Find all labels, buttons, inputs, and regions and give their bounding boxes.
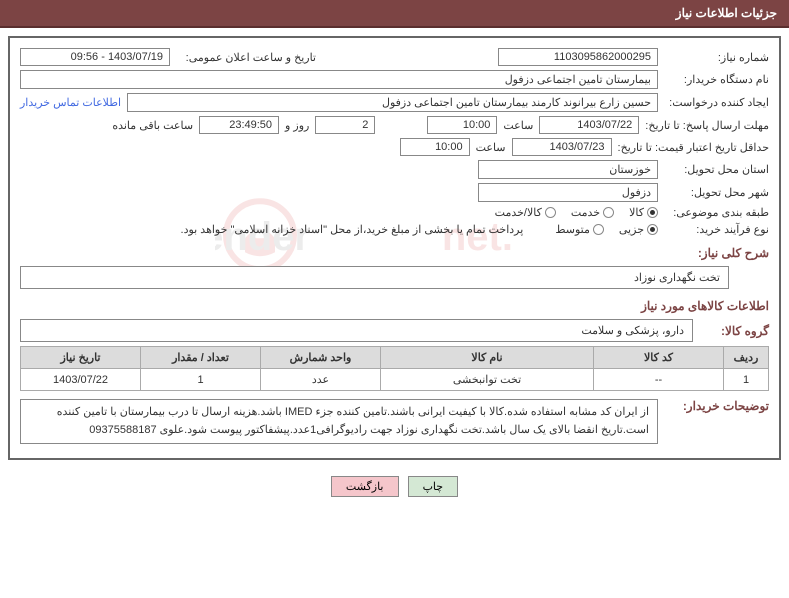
- radio-icon: [647, 224, 658, 235]
- cell-item-name: تخت توانبخشی: [381, 369, 594, 391]
- deadline-time: 10:00: [427, 116, 497, 134]
- requester-label: ایجاد کننده درخواست:: [664, 96, 769, 109]
- need-title-value: تخت نگهداری نوزاد: [20, 266, 729, 289]
- category-radio-group: کالا خدمت کالا/خدمت: [495, 206, 658, 219]
- back-button[interactable]: بازگشت: [331, 476, 399, 497]
- need-title-label: شرح کلی نیاز:: [20, 246, 769, 260]
- th-need-date: تاریخ نیاز: [21, 347, 141, 369]
- row-category: طبقه بندی موضوعی: کالا خدمت کالا/خدمت: [20, 206, 769, 219]
- buyer-org-label: نام دستگاه خریدار:: [664, 73, 769, 86]
- process-option-label: متوسط: [555, 223, 590, 236]
- cell-qty: 1: [141, 369, 261, 391]
- process-option-label: جزیی: [619, 223, 644, 236]
- buyer-org-value: بیمارستان تامین اجتماعی دزفول: [20, 70, 658, 89]
- radio-icon: [545, 207, 556, 218]
- row-goods-group: گروه کالا: دارو، پزشکی و سلامت: [20, 319, 769, 342]
- goods-info-title: اطلاعات کالاهای مورد نیاز: [20, 299, 769, 313]
- cell-item-code: --: [594, 369, 724, 391]
- deadline-label: مهلت ارسال پاسخ: تا تاریخ:: [645, 119, 769, 132]
- requester-value: حسین زارع بیرانوند کارمند بیمارستان تامی…: [127, 93, 658, 112]
- city-label: شهر محل تحویل:: [664, 186, 769, 199]
- deadline-days-label: روز و: [285, 119, 309, 132]
- radio-icon: [603, 207, 614, 218]
- th-item-code: کد کالا: [594, 347, 724, 369]
- need-number-value: 1103095862000295: [498, 48, 658, 66]
- cell-need-date: 1403/07/22: [21, 369, 141, 391]
- deadline-remaining-label: ساعت باقی مانده: [112, 119, 193, 132]
- th-item-name: نام کالا: [381, 347, 594, 369]
- goods-group-value: دارو، پزشکی و سلامت: [20, 319, 693, 342]
- th-qty: تعداد / مقدار: [141, 347, 261, 369]
- process-type-radio-group: جزیی متوسط: [555, 223, 658, 236]
- cell-row-num: 1: [724, 369, 769, 391]
- row-need-title: تخت نگهداری نوزاد: [20, 266, 769, 289]
- buyer-notes-label: توضیحات خریدار:: [664, 399, 769, 413]
- row-process-type: نوع فرآیند خرید: جزیی متوسط پرداخت تمام …: [20, 223, 769, 236]
- deadline-time-label: ساعت: [503, 119, 533, 132]
- action-bar: چاپ بازگشت: [0, 468, 789, 505]
- th-unit: واحد شمارش: [261, 347, 381, 369]
- province-label: استان محل تحویل:: [664, 163, 769, 176]
- deadline-date: 1403/07/22: [539, 116, 639, 134]
- details-frame: AriaTender .net شماره نیاز: 110309586200…: [8, 36, 781, 460]
- process-note: پرداخت تمام یا بخشی از مبلغ خرید،از محل …: [181, 223, 524, 236]
- process-option-medium[interactable]: متوسط: [555, 223, 604, 236]
- row-buyer-notes: توضیحات خریدار: از ایران کد مشابه استفاد…: [20, 399, 769, 444]
- category-option-label: خدمت: [571, 206, 600, 219]
- row-requester: ایجاد کننده درخواست: حسین زارع بیرانوند …: [20, 93, 769, 112]
- row-validity: حداقل تاریخ اعتبار قیمت: تا تاریخ: 1403/…: [20, 138, 769, 156]
- city-value: دزفول: [478, 183, 658, 202]
- table-header-row: ردیف کد کالا نام کالا واحد شمارش تعداد /…: [21, 347, 769, 369]
- row-buyer-org: نام دستگاه خریدار: بیمارستان تامین اجتما…: [20, 70, 769, 89]
- radio-icon: [647, 207, 658, 218]
- category-option-goods[interactable]: کالا: [629, 206, 658, 219]
- row-need-number: شماره نیاز: 1103095862000295 تاریخ و ساع…: [20, 48, 769, 66]
- need-number-label: شماره نیاز:: [664, 51, 769, 64]
- announce-label: تاریخ و ساعت اعلان عمومی:: [176, 51, 316, 64]
- row-deadline: مهلت ارسال پاسخ: تا تاریخ: 1403/07/22 سا…: [20, 116, 769, 134]
- cell-unit: عدد: [261, 369, 381, 391]
- buyer-contact-link[interactable]: اطلاعات تماس خریدار: [20, 96, 121, 109]
- page-header: جزئیات اطلاعات نیاز: [0, 0, 789, 28]
- validity-time-label: ساعت: [476, 141, 506, 154]
- page-title: جزئیات اطلاعات نیاز: [676, 6, 777, 20]
- table-row: 1 -- تخت توانبخشی عدد 1 1403/07/22: [21, 369, 769, 391]
- category-option-label: کالا/خدمت: [495, 206, 542, 219]
- content-area: شماره نیاز: 1103095862000295 تاریخ و ساع…: [20, 48, 769, 444]
- category-option-service[interactable]: خدمت: [571, 206, 614, 219]
- validity-label: حداقل تاریخ اعتبار قیمت: تا تاریخ:: [618, 141, 769, 154]
- print-button[interactable]: چاپ: [408, 476, 459, 497]
- buyer-notes-text: از ایران کد مشابه استفاده شده.کالا با کی…: [20, 399, 658, 444]
- row-city: شهر محل تحویل: دزفول: [20, 183, 769, 202]
- category-label: طبقه بندی موضوعی:: [664, 206, 769, 219]
- row-province: استان محل تحویل: خوزستان: [20, 160, 769, 179]
- goods-table: ردیف کد کالا نام کالا واحد شمارش تعداد /…: [20, 346, 769, 391]
- announce-value: 1403/07/19 - 09:56: [20, 48, 170, 66]
- th-row-num: ردیف: [724, 347, 769, 369]
- category-option-label: کالا: [629, 206, 644, 219]
- goods-group-label: گروه کالا:: [699, 324, 769, 338]
- category-option-both[interactable]: کالا/خدمت: [495, 206, 556, 219]
- deadline-remaining: 23:49:50: [199, 116, 279, 134]
- process-type-label: نوع فرآیند خرید:: [664, 223, 769, 236]
- validity-date: 1403/07/23: [512, 138, 612, 156]
- validity-time: 10:00: [400, 138, 470, 156]
- radio-icon: [593, 224, 604, 235]
- province-value: خوزستان: [478, 160, 658, 179]
- process-option-minor[interactable]: جزیی: [619, 223, 658, 236]
- deadline-days: 2: [315, 116, 375, 134]
